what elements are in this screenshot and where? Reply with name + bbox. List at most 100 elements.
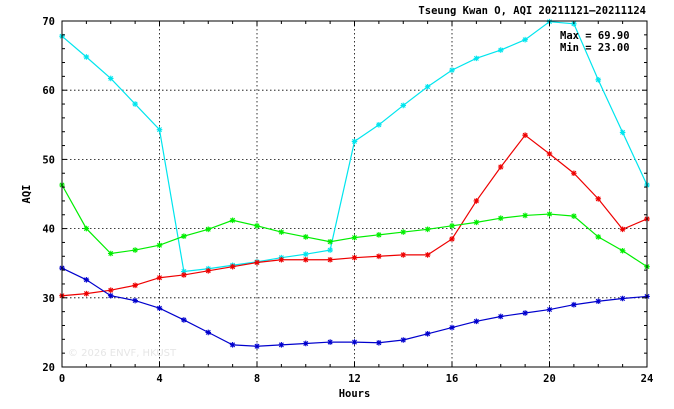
data-point xyxy=(400,229,407,235)
data-point xyxy=(83,290,90,297)
axis-ticks: 0 4 8 12 16 20 24 20 30 40 50 60 70 xyxy=(42,16,653,385)
series-group xyxy=(59,18,650,350)
data-point xyxy=(546,151,553,157)
data-point xyxy=(132,282,138,289)
data-point xyxy=(546,211,553,217)
data-point xyxy=(497,215,504,222)
data-point xyxy=(278,256,285,263)
data-point xyxy=(327,247,333,253)
data-point xyxy=(132,247,138,253)
data-point xyxy=(302,251,309,258)
data-point xyxy=(400,252,407,258)
y-axis-label: AQI xyxy=(21,185,33,204)
data-point xyxy=(327,238,333,245)
data-point xyxy=(351,254,358,261)
data-point xyxy=(449,223,455,229)
data-point xyxy=(327,339,333,345)
data-point xyxy=(522,310,528,316)
data-point xyxy=(473,55,480,62)
data-point xyxy=(619,295,626,302)
data-point xyxy=(229,342,236,348)
data-point xyxy=(497,313,504,320)
data-point xyxy=(254,223,260,229)
data-point xyxy=(497,164,504,170)
chart-title: Tseung Kwan O, AQI 20211121–20211124 xyxy=(418,5,646,17)
data-point xyxy=(181,268,187,275)
data-point xyxy=(107,287,114,293)
data-point xyxy=(107,250,114,257)
data-point xyxy=(229,217,236,224)
data-point xyxy=(424,252,431,258)
data-point xyxy=(376,232,382,238)
max-stat-label: Max = 69.90 xyxy=(560,30,630,42)
data-point xyxy=(327,256,333,263)
data-point xyxy=(181,233,187,240)
data-point xyxy=(83,277,90,283)
data-point xyxy=(595,234,602,240)
y-tick-label: 20 xyxy=(42,362,55,374)
data-point xyxy=(132,101,138,107)
data-point xyxy=(522,132,528,138)
data-point xyxy=(619,129,626,136)
data-point xyxy=(424,330,431,337)
data-point xyxy=(449,324,455,331)
data-point xyxy=(449,236,455,242)
data-point xyxy=(205,226,212,233)
data-point xyxy=(376,122,382,128)
x-axis-label: Hours xyxy=(339,388,371,400)
data-point xyxy=(156,126,163,133)
data-point xyxy=(351,234,358,241)
data-point xyxy=(107,75,114,82)
min-stat-label: Min = 23.00 xyxy=(560,42,630,54)
data-point xyxy=(156,274,163,281)
data-point xyxy=(449,67,455,73)
x-tick-label: 8 xyxy=(254,373,260,385)
data-point xyxy=(400,102,407,109)
data-point xyxy=(181,317,187,323)
watermark-text: © 2026 ENVF, HKUST xyxy=(68,348,177,359)
data-point xyxy=(254,259,260,266)
data-point xyxy=(473,219,480,226)
data-point xyxy=(302,340,309,347)
y-tick-label: 50 xyxy=(42,154,55,166)
grid-lines xyxy=(62,21,647,367)
data-point xyxy=(278,342,285,348)
x-tick-label: 16 xyxy=(446,373,459,385)
y-tick-label: 30 xyxy=(42,293,55,305)
data-point xyxy=(595,196,602,202)
data-point xyxy=(497,47,504,53)
data-point xyxy=(156,305,163,311)
data-point xyxy=(424,83,431,90)
data-point xyxy=(205,329,212,336)
y-tick-label: 40 xyxy=(42,224,55,236)
x-tick-label: 20 xyxy=(543,373,556,385)
data-point xyxy=(351,339,358,345)
x-tick-label: 12 xyxy=(348,373,361,385)
series-line-3 xyxy=(61,267,648,347)
data-point xyxy=(595,298,602,305)
data-point xyxy=(546,306,553,313)
data-point xyxy=(473,198,480,204)
data-point xyxy=(302,256,309,263)
data-point xyxy=(302,234,309,240)
data-point xyxy=(376,339,382,346)
data-point xyxy=(571,213,577,219)
data-point xyxy=(181,272,187,278)
data-point xyxy=(400,337,407,343)
data-point xyxy=(424,226,431,233)
data-point xyxy=(571,301,577,308)
data-point xyxy=(376,253,382,260)
x-tick-label: 24 xyxy=(641,373,654,385)
data-point xyxy=(522,212,528,219)
data-point xyxy=(351,138,358,145)
y-tick-label: 60 xyxy=(42,85,55,97)
data-point xyxy=(254,343,260,350)
data-point xyxy=(278,229,285,235)
x-tick-label: 4 xyxy=(156,373,162,385)
data-point xyxy=(595,77,602,83)
data-point xyxy=(473,318,480,325)
data-point xyxy=(571,170,577,177)
data-point xyxy=(229,263,236,270)
data-point xyxy=(619,247,626,254)
